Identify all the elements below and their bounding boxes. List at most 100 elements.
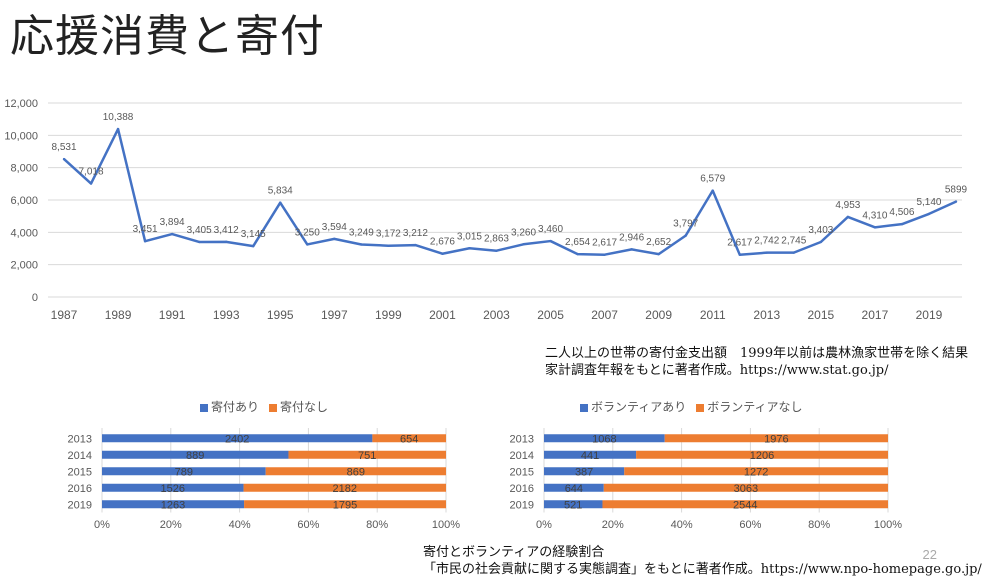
category-label: 2016 xyxy=(68,483,92,495)
bar-label: 2544 xyxy=(733,499,757,511)
legend-swatch-orange xyxy=(269,403,278,412)
bar-segment-yes xyxy=(102,450,289,459)
data-label: 3,412 xyxy=(214,225,239,236)
data-point xyxy=(62,157,66,161)
data-point xyxy=(333,237,336,241)
x-tick-label: 20% xyxy=(160,519,182,531)
data-label: 5,140 xyxy=(916,197,941,208)
data-label: 10,388 xyxy=(103,112,134,123)
page-number: 22 xyxy=(922,547,937,562)
legend-item-volunteer-yes: ボランティアあり xyxy=(580,398,686,415)
legend-label: ボランティアあり xyxy=(591,400,687,414)
legend-label: 寄付あり xyxy=(211,400,260,414)
data-label: 3,015 xyxy=(457,231,482,242)
x-tick-label: 1991 xyxy=(159,308,186,322)
bar-label: 1795 xyxy=(333,499,357,511)
x-tick-label: 60% xyxy=(297,519,319,531)
data-point xyxy=(224,240,228,244)
data-point xyxy=(89,182,93,185)
data-label: 2,617 xyxy=(592,238,617,249)
data-point xyxy=(630,248,633,251)
data-label: 2,863 xyxy=(484,234,509,245)
x-tick-label: 2009 xyxy=(645,308,672,322)
bar-label: 1206 xyxy=(750,450,774,462)
category-label: 2013 xyxy=(68,433,92,445)
category-label: 2016 xyxy=(510,483,534,495)
category-label: 2019 xyxy=(68,499,92,511)
data-label: 3,405 xyxy=(187,225,212,236)
data-label: 2,946 xyxy=(619,232,644,243)
x-tick-label: 60% xyxy=(739,519,761,531)
y-tick-label: 6,000 xyxy=(10,195,38,207)
data-label: 4,953 xyxy=(835,200,860,211)
y-tick-label: 10,000 xyxy=(4,130,38,142)
data-label: 5899 xyxy=(945,185,968,196)
bar-segment-yes xyxy=(544,467,625,476)
data-point xyxy=(576,252,579,256)
bar-segment-yes xyxy=(544,434,665,443)
category-label: 2014 xyxy=(510,450,534,462)
data-label: 4,310 xyxy=(862,210,887,221)
x-tick-label: 1999 xyxy=(375,308,402,322)
data-label: 2,617 xyxy=(727,238,752,249)
data-label: 2,676 xyxy=(430,237,455,248)
volunteer-bar-chart: 0% 20% 40% 60% 80% 100% 2013 1068 1976 2014 441 120… xyxy=(510,428,902,531)
category-label: 2013 xyxy=(510,433,534,445)
data-point xyxy=(819,240,823,244)
x-tick-label: 2015 xyxy=(807,308,834,322)
data-point xyxy=(387,244,390,247)
x-tick-label: 1995 xyxy=(267,308,294,322)
data-point xyxy=(495,249,498,252)
bar-segment-yes xyxy=(544,483,604,492)
data-label: 7,018 xyxy=(79,167,104,178)
legend-swatch-blue xyxy=(200,403,208,412)
bar-label: 2402 xyxy=(225,433,249,445)
data-point xyxy=(927,212,931,216)
x-tick-label: 2005 xyxy=(537,308,564,322)
x-tick-label: 40% xyxy=(229,519,251,531)
category-label: 2015 xyxy=(68,466,92,478)
legend-label: ボランティアなし xyxy=(707,400,803,414)
data-label: 3,145 xyxy=(241,229,266,240)
bar-segment-yes xyxy=(102,483,244,492)
bar-label: 2182 xyxy=(333,483,357,495)
data-point xyxy=(792,251,796,254)
data-point xyxy=(711,189,714,192)
data-label: 6,579 xyxy=(700,174,725,185)
bar-segment-no xyxy=(664,434,888,443)
bar-label: 1526 xyxy=(161,483,185,495)
x-tick-label: 0% xyxy=(94,519,110,531)
bar-segment-no xyxy=(244,500,446,509)
y-tick-label: 8,000 xyxy=(10,163,38,175)
category-label: 2019 xyxy=(510,499,534,511)
x-tick-label: 1989 xyxy=(105,308,132,322)
category-label: 2015 xyxy=(510,466,534,478)
bar-label: 1272 xyxy=(744,466,768,478)
bar-segment-no xyxy=(243,483,446,492)
source-note-4: 「市民の社会貢献に関する実態調査」をもとに著者作成。https://www.np… xyxy=(423,562,982,577)
data-point xyxy=(252,244,255,248)
data-point xyxy=(360,243,363,246)
x-tick-label: 1987 xyxy=(51,308,78,322)
bar-segment-yes xyxy=(544,450,637,459)
x-tick-label: 100% xyxy=(432,519,460,531)
data-point xyxy=(306,243,309,246)
bar-segment-yes xyxy=(544,500,603,509)
line-chart: 0 2,000 4,000 6,000 8,000 10,000 12,000 1987 198… xyxy=(4,98,968,322)
x-tick-label: 80% xyxy=(366,519,388,531)
data-label: 3,249 xyxy=(349,227,374,238)
data-point xyxy=(414,243,417,247)
data-point xyxy=(197,240,201,244)
data-point xyxy=(170,232,174,236)
bar-label: 751 xyxy=(358,450,376,462)
bar-segment-no xyxy=(624,467,888,476)
x-tick-label: 2001 xyxy=(429,308,456,322)
data-point xyxy=(468,247,471,250)
legend-swatch-blue xyxy=(580,403,588,412)
data-label: 3,403 xyxy=(808,225,833,236)
bar-label: 1068 xyxy=(592,433,616,445)
bar-segment-no xyxy=(636,450,888,459)
y-tick-label: 2,000 xyxy=(10,260,38,272)
page-title: 応援消費と寄付 xyxy=(10,11,325,62)
x-tick-label: 2007 xyxy=(591,308,618,322)
